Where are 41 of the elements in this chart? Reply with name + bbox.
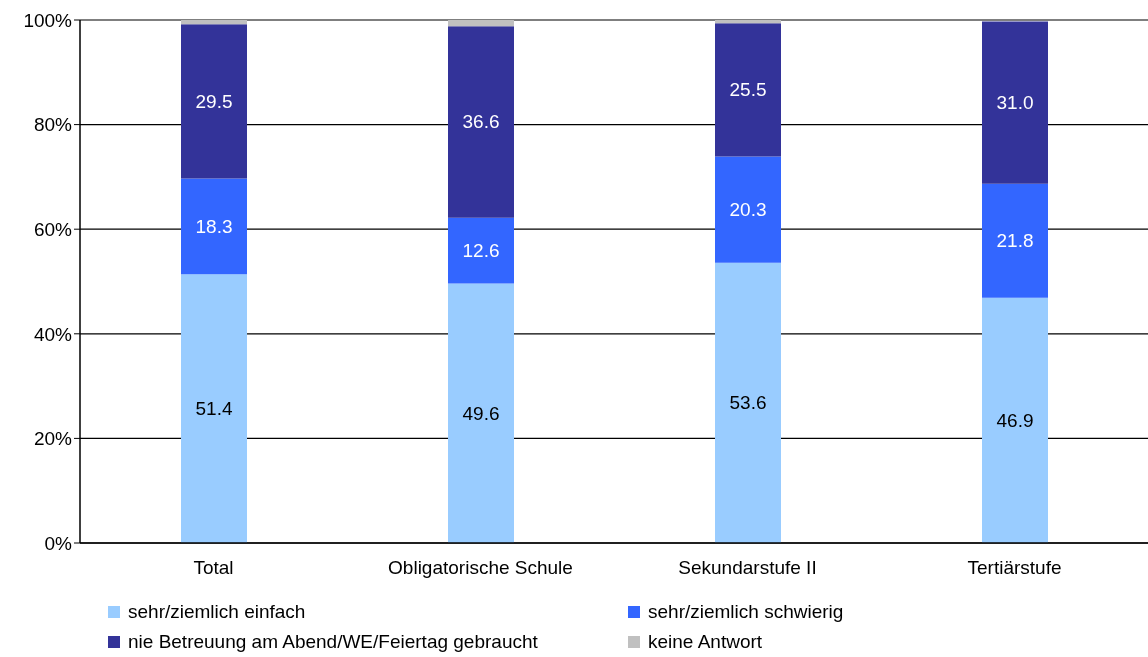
bar	[448, 217, 514, 284]
bar	[715, 262, 781, 543]
x-tick-label: Tertiärstufe	[967, 557, 1062, 579]
x-tick-label: Sekundarstufe II	[678, 557, 817, 579]
data-label: 51.4	[195, 398, 233, 420]
bar	[982, 21, 1048, 184]
x-tick-label: Obligatorische Schule	[388, 557, 573, 579]
data-label: 18.3	[195, 215, 233, 237]
y-tick-label: 60%	[33, 218, 73, 240]
data-label: 49.6	[462, 402, 500, 424]
y-tick-label: 80%	[33, 114, 73, 136]
bar	[448, 20, 514, 27]
data-label: 29.5	[195, 90, 233, 112]
bar	[448, 26, 514, 218]
data-label: 53.6	[729, 392, 767, 414]
bar	[181, 178, 247, 275]
data-label: 46.9	[996, 409, 1034, 431]
data-label: 21.8	[996, 230, 1034, 252]
y-tick-label: 40%	[33, 323, 73, 345]
legend-label: keine Antwort	[648, 631, 763, 653]
bar	[181, 24, 247, 179]
data-label: 12.6	[462, 240, 500, 262]
data-label: 36.6	[462, 111, 500, 133]
data-label: 25.5	[729, 79, 767, 101]
y-tick-label: 100%	[23, 9, 73, 31]
y-tick-label: 20%	[33, 428, 73, 450]
data-label: 20.3	[729, 199, 767, 221]
x-tick-label: Total	[193, 557, 234, 579]
data-label: 31.0	[996, 92, 1034, 114]
bar	[715, 23, 781, 157]
y-tick-label: 0%	[44, 532, 73, 554]
bar	[181, 274, 247, 543]
legend-label: sehr/ziemlich schwierig	[648, 601, 844, 623]
bar	[448, 283, 514, 543]
legend-label: sehr/ziemlich einfach	[128, 601, 306, 623]
bar	[715, 156, 781, 263]
bar	[181, 20, 247, 25]
bar	[982, 183, 1048, 298]
bar	[982, 297, 1048, 543]
bar	[715, 20, 781, 24]
legend-label: nie Betreuung am Abend/WE/Feiertag gebraucht	[128, 631, 538, 653]
